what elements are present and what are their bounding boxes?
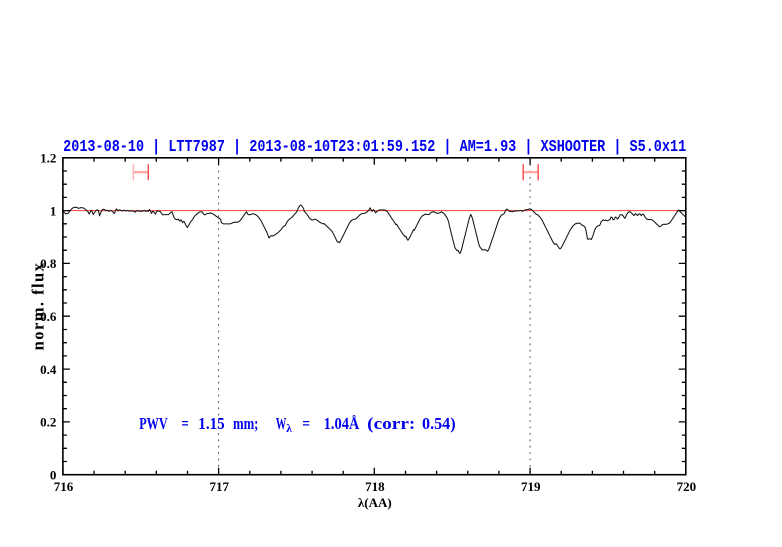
svg-text:mm;: mm; [233,414,258,433]
svg-text:1.15: 1.15 [198,414,224,433]
svg-text:0.6: 0.6 [40,309,57,324]
svg-text:0.8: 0.8 [40,256,57,271]
svg-text:1: 1 [50,203,57,218]
svg-text:λ: λ [286,423,292,435]
svg-text:λ(AA): λ(AA) [358,495,392,510]
svg-text:=: = [181,414,188,433]
svg-text:(corr:: (corr: [367,414,415,433]
svg-text:PWV: PWV [139,414,168,433]
svg-text:0: 0 [50,467,57,482]
svg-text:=: = [302,414,310,433]
svg-text:norm. flux: norm. flux [29,262,48,351]
svg-text:W: W [276,414,287,433]
svg-text:718: 718 [365,479,385,494]
svg-text:1.04Å: 1.04Å [324,414,360,433]
svg-text:2013-08-10 | LTT7987 | 2013-08: 2013-08-10 | LTT7987 | 2013-08-10T23:01:… [63,137,686,157]
svg-text:0.2: 0.2 [40,415,56,430]
svg-text:0.54): 0.54) [422,414,456,433]
svg-text:0.4: 0.4 [40,362,57,377]
svg-text:717: 717 [209,479,229,494]
svg-text:716: 716 [54,479,74,494]
svg-text:720: 720 [677,479,697,494]
svg-text:1.2: 1.2 [40,151,56,166]
svg-text:719: 719 [521,479,541,494]
